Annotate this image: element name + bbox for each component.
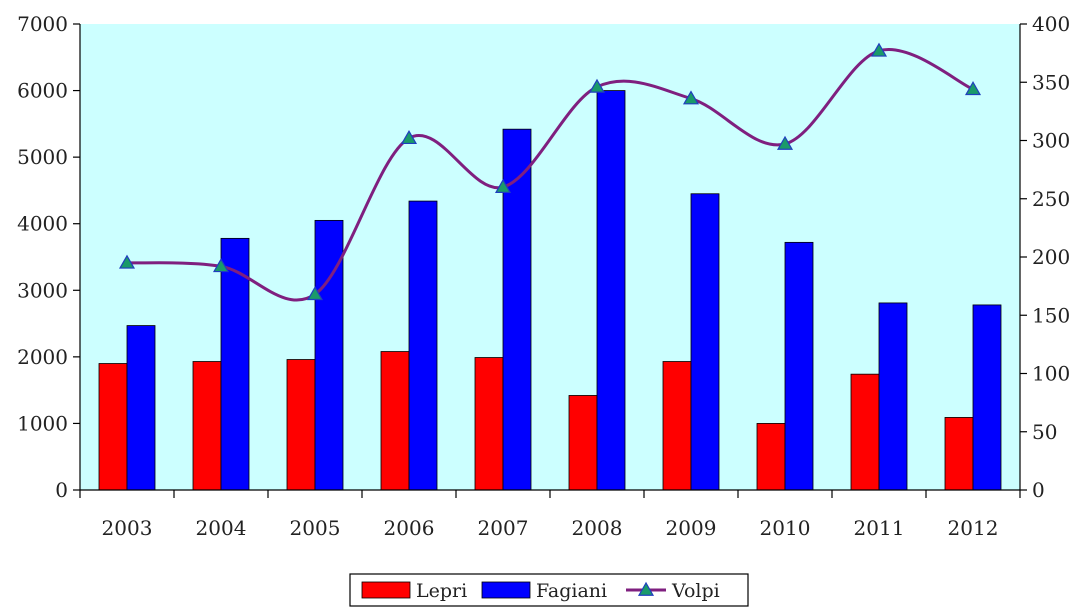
bar-lepri-2007	[474, 357, 504, 491]
bars-layer	[98, 90, 1002, 491]
marker-volpi-2006	[400, 129, 418, 145]
legend-label-volpi: Volpi	[671, 580, 720, 602]
x-tick-label: 2007	[478, 516, 529, 540]
x-tick-label: 2004	[196, 516, 247, 540]
right-tick-label: 100	[1032, 362, 1070, 386]
marker-volpi-2003	[118, 254, 136, 269]
right-tick-label: 200	[1032, 245, 1070, 269]
legend-label-fagiani: Fagiani	[536, 580, 607, 602]
bar-lepri-2004	[192, 361, 222, 491]
bar-fagiani-2012	[972, 304, 1002, 491]
left-tick-label: 7000	[17, 12, 68, 36]
right-tick-label: 300	[1032, 129, 1070, 153]
bar-lepri-2010	[756, 423, 786, 491]
bar-lepri-2009	[662, 361, 692, 491]
x-tick-label: 2005	[290, 516, 341, 540]
bar-lepri-2003	[98, 363, 128, 491]
marker-volpi-2004	[212, 258, 230, 273]
volpi-markers	[118, 42, 982, 301]
legend-label-lepri: Lepri	[416, 580, 467, 602]
right-tick-label: 50	[1032, 420, 1057, 444]
bar-lepri-2006	[380, 351, 410, 491]
marker-volpi-2005	[306, 286, 324, 301]
volpi-line	[126, 47, 974, 302]
marker-volpi-2008	[588, 78, 606, 93]
axes-layer: 0 1000 2000 3000 4000 5000 6000 7000 0 50 100 150 20…	[17, 12, 1070, 540]
bar-fagiani-2003	[126, 325, 156, 491]
right-tick-label: 250	[1032, 187, 1070, 211]
x-tick-label: 2008	[572, 516, 623, 540]
bar-fagiani-2011	[878, 302, 908, 491]
left-tick-label: 4000	[17, 212, 68, 236]
legend-swatch-fagiani	[481, 581, 531, 599]
bar-fagiani-2009	[690, 193, 720, 491]
x-tick-label: 2012	[948, 516, 999, 540]
x-tick-label: 2010	[760, 516, 811, 540]
right-tick-label: 0	[1032, 478, 1045, 502]
bar-fagiani-2004	[220, 237, 250, 491]
right-tick-label: 400	[1032, 12, 1070, 36]
marker-volpi-2010	[776, 135, 794, 150]
left-tick-label: 1000	[17, 411, 68, 435]
bar-fagiani-2007	[502, 128, 532, 491]
marker-volpi-2009	[682, 90, 700, 105]
x-tick-label: 2009	[666, 516, 717, 540]
bar-lepri-2012	[944, 417, 974, 491]
bar-lepri-2008	[568, 395, 598, 491]
bar-fagiani-2008	[596, 90, 626, 491]
x-tick-label: 2003	[102, 516, 153, 540]
x-tick-label: 2006	[384, 516, 435, 540]
bar-fagiani-2010	[784, 241, 814, 491]
x-tick-label: 2011	[854, 516, 905, 540]
legend-marker-volpi	[637, 581, 655, 596]
left-tick-label: 3000	[17, 278, 68, 302]
left-tick-label: 6000	[17, 79, 68, 103]
right-tick-label: 350	[1032, 70, 1070, 94]
bar-fagiani-2006	[408, 200, 438, 491]
legend-box	[349, 573, 749, 607]
marker-volpi-2012	[964, 81, 982, 96]
marker-volpi-2007	[494, 178, 512, 193]
legend: Lepri Fagiani Volpi	[349, 573, 749, 607]
left-tick-label: 2000	[17, 345, 68, 369]
legend-swatch-lepri	[361, 581, 411, 599]
right-tick-label: 150	[1032, 303, 1070, 327]
left-tick-label: 5000	[17, 145, 68, 169]
bar-lepri-2011	[850, 373, 880, 491]
marker-volpi-2011	[870, 42, 888, 57]
bar-lepri-2005	[286, 359, 316, 491]
left-tick-label: 0	[55, 478, 68, 502]
